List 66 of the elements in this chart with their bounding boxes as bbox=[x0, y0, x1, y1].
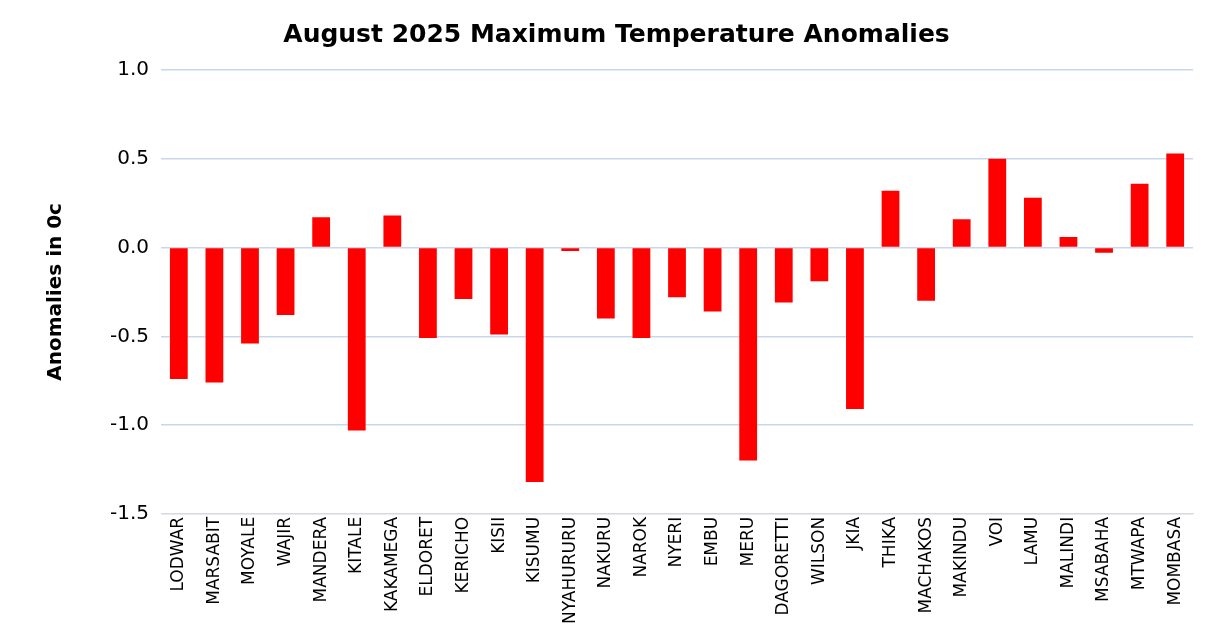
y-tick-label: 0.5 bbox=[117, 144, 150, 169]
y-axis-title: Anomalies in 0c bbox=[42, 203, 67, 381]
x-tick-label: MAKINDU bbox=[950, 516, 971, 598]
x-tick-label: JKIA bbox=[843, 516, 864, 551]
y-tick-label: -1.5 bbox=[109, 500, 150, 525]
x-tick-label: MERU bbox=[736, 516, 757, 567]
bar bbox=[668, 248, 686, 298]
bar bbox=[205, 248, 224, 383]
x-tick-label: VOI bbox=[985, 516, 1006, 547]
x-tick-label: LAMU bbox=[1021, 516, 1042, 566]
bar bbox=[383, 215, 402, 247]
x-tick-label: MANDERA bbox=[309, 516, 330, 603]
x-tick-label: NAROK bbox=[629, 516, 650, 578]
x-tick-label: MOYALE bbox=[238, 516, 259, 585]
x-tick-label: MOMBASA bbox=[1163, 516, 1184, 606]
x-tick-label: NYERI bbox=[665, 516, 686, 568]
bar bbox=[810, 248, 829, 282]
bar bbox=[490, 248, 508, 335]
x-tick-label: MTWAPA bbox=[1128, 516, 1149, 591]
bar bbox=[632, 248, 651, 339]
bar bbox=[1166, 153, 1185, 247]
x-tick-label: KISUMU bbox=[523, 516, 544, 584]
bar bbox=[419, 248, 437, 339]
bar bbox=[846, 248, 864, 410]
bar bbox=[917, 248, 936, 301]
bar bbox=[774, 248, 793, 303]
bar bbox=[347, 248, 366, 431]
x-tick-label: MACHAKOS bbox=[914, 516, 935, 614]
bar bbox=[1095, 248, 1113, 253]
x-tick-label: NAKURU bbox=[594, 516, 615, 589]
x-tick-label: LODWAR bbox=[167, 516, 188, 592]
chart-title: August 2025 Maximum Temperature Anomalies bbox=[283, 18, 950, 48]
bar bbox=[988, 158, 1007, 247]
x-tick-label: KAKAMEGA bbox=[380, 516, 401, 613]
x-tick-label: KERICHO bbox=[451, 516, 472, 594]
bar bbox=[312, 217, 331, 247]
x-tick-label: WILSON bbox=[807, 516, 828, 586]
bar bbox=[1023, 197, 1042, 247]
y-tick-label: 0.0 bbox=[117, 233, 150, 258]
x-tick-label: DAGORETTI bbox=[772, 516, 793, 616]
bar bbox=[525, 248, 544, 482]
bar bbox=[454, 248, 473, 300]
y-tick-label: 1.0 bbox=[117, 56, 150, 81]
x-tick-label: WAJIR bbox=[273, 516, 294, 567]
y-tick-label: -1.0 bbox=[109, 411, 150, 436]
x-tick-label: KISII bbox=[487, 516, 508, 554]
bar bbox=[1130, 183, 1149, 247]
bar bbox=[1059, 236, 1078, 247]
bar bbox=[739, 248, 758, 461]
bar bbox=[952, 219, 971, 247]
x-tick-label: MALINDI bbox=[1056, 516, 1077, 589]
y-tick-label: -0.5 bbox=[109, 322, 150, 347]
x-tick-label: ELDORET bbox=[416, 516, 437, 597]
x-tick-label: EMBU bbox=[701, 516, 722, 567]
x-tick-label: THIKA bbox=[878, 516, 899, 569]
x-tick-label: MSABAHA bbox=[1092, 516, 1113, 602]
bar bbox=[881, 190, 900, 247]
x-tick-label: NYAHURURU bbox=[558, 516, 579, 625]
bar bbox=[276, 248, 295, 316]
bar bbox=[241, 248, 259, 344]
x-tick-label: MARSABIT bbox=[202, 516, 223, 605]
bar bbox=[561, 248, 580, 252]
bar bbox=[169, 248, 188, 379]
x-tick-label: KITALE bbox=[345, 516, 366, 574]
bar bbox=[596, 248, 615, 319]
bar bbox=[703, 248, 722, 312]
